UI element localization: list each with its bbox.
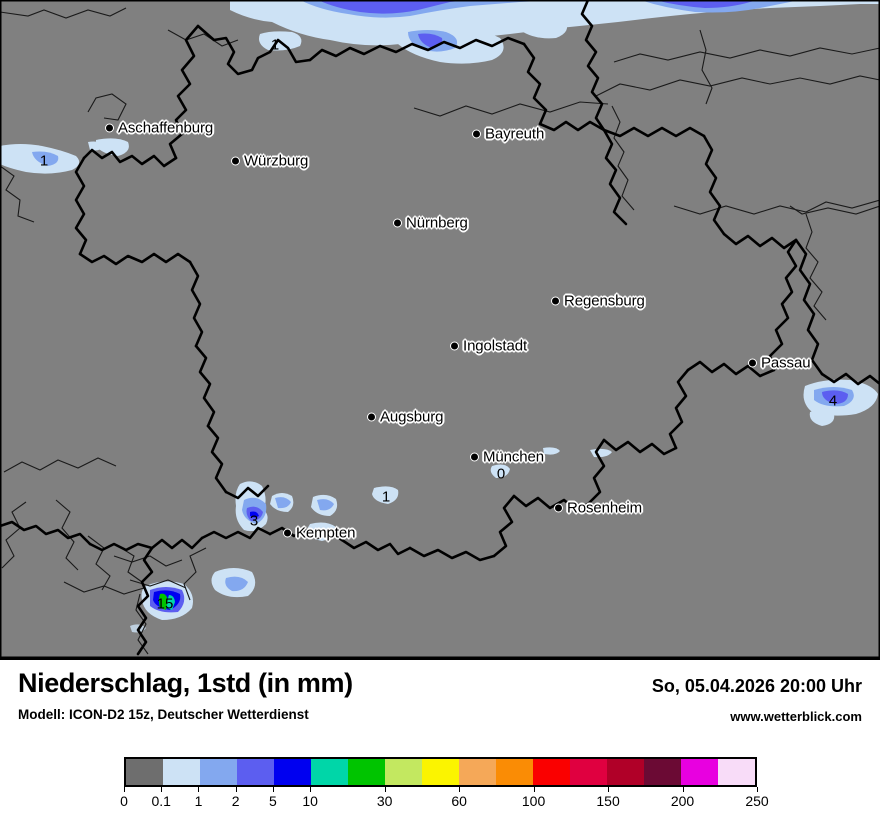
city-dot — [470, 452, 479, 462]
colorbar-tick-label: 60 — [451, 793, 467, 809]
footer-panel: Niederschlag, 1std (in mm) Modell: ICON-… — [0, 660, 880, 830]
city-name: Nürnberg — [406, 214, 468, 232]
colorbar-swatch-13 — [607, 759, 644, 785]
city-name: Rosenheim — [567, 499, 642, 517]
colorbar-swatch-11 — [533, 759, 570, 785]
colorbar-tick-label: 5 — [269, 793, 277, 809]
colorbar-tick-label: 0 — [120, 793, 128, 809]
city-dot — [748, 358, 757, 368]
colorbar[interactable] — [124, 757, 757, 787]
colorbar-tick — [124, 787, 125, 792]
precipitation-map[interactable]: Aschaffenburg Würzburg Bayreuth Nürnberg… — [0, 0, 880, 660]
city-name: Aschaffenburg — [118, 119, 214, 137]
colorbar-swatch-6 — [348, 759, 385, 785]
city-dot — [393, 218, 402, 228]
colorbar-tick — [161, 787, 163, 792]
city-dot — [367, 412, 376, 422]
colorbar-swatch-15 — [681, 759, 718, 785]
map-graphics — [0, 0, 880, 657]
model-subtitle: Modell: ICON-D2 15z, Deutscher Wetterdie… — [18, 707, 309, 722]
colorbar-tick-label: 0.1 — [151, 793, 171, 809]
chart-title: Niederschlag, 1std (in mm) — [18, 668, 353, 698]
colorbar-swatch-8 — [422, 759, 459, 785]
colorbar-swatch-2 — [200, 759, 237, 785]
website-label: www.wetterblick.com — [730, 709, 862, 724]
colorbar-tick-label: 10 — [302, 793, 318, 809]
city-name: Kempten — [296, 524, 356, 542]
city-name: Würzburg — [244, 152, 309, 170]
national-borders — [0, 0, 880, 656]
colorbar-swatch-0 — [126, 759, 163, 785]
colorbar-tick-label: 30 — [376, 793, 393, 809]
colorbar-swatch-5 — [311, 759, 348, 785]
city-name: Passau — [761, 354, 811, 372]
city-dot — [554, 503, 563, 513]
colorbar-swatch-16 — [718, 759, 755, 785]
forecast-datetime: So, 05.04.2026 20:00 Uhr — [651, 676, 862, 696]
colorbar-swatch-9 — [459, 759, 496, 785]
city-name: Ingolstadt — [463, 337, 528, 355]
colorbar-tick-label: 250 — [745, 793, 769, 809]
precipitation-layer — [0, 0, 880, 633]
colorbar-tick — [235, 787, 237, 792]
colorbar-tick-label: 200 — [670, 793, 695, 809]
colorbar-tick — [310, 787, 312, 792]
colorbar-ticks — [124, 787, 758, 795]
city-dot — [472, 129, 481, 139]
colorbar-tick-label: 100 — [521, 793, 546, 809]
colorbar-tick — [198, 787, 200, 792]
city-name: Bayreuth — [485, 125, 545, 143]
city-dot — [105, 123, 114, 133]
colorbar-tick-label: 150 — [596, 793, 620, 809]
city-name: Regensburg — [564, 292, 645, 310]
colorbar-swatch-1 — [163, 759, 200, 785]
colorbar-swatch-3 — [237, 759, 274, 785]
colorbar-swatch-10 — [496, 759, 533, 785]
colorbar-labels: 0 0.1 1 2 5 10 30 60 100 150 200 250 — [120, 793, 769, 815]
colorbar-swatch-12 — [570, 759, 607, 785]
colorbar-tick — [272, 787, 274, 792]
colorbar-tick — [459, 787, 461, 792]
city-dot — [283, 528, 292, 538]
colorbar-tick-label: 1 — [194, 793, 203, 809]
colorbar-swatch-4 — [274, 759, 311, 785]
city-dot — [551, 296, 560, 306]
colorbar-swatch-14 — [644, 759, 681, 785]
city-dot — [231, 156, 240, 166]
colorbar-tick — [533, 787, 535, 792]
colorbar-tick — [682, 787, 684, 792]
colorbar-tick — [608, 787, 610, 792]
colorbar-tick-label: 2 — [231, 793, 240, 809]
state-borders — [0, 7, 880, 655]
city-name: München — [483, 448, 545, 466]
colorbar-tick — [384, 787, 386, 792]
colorbar-tick — [757, 787, 758, 792]
city-dot — [450, 341, 459, 351]
colorbar-swatch-7 — [385, 759, 422, 785]
city-name: Augsburg — [380, 408, 444, 426]
